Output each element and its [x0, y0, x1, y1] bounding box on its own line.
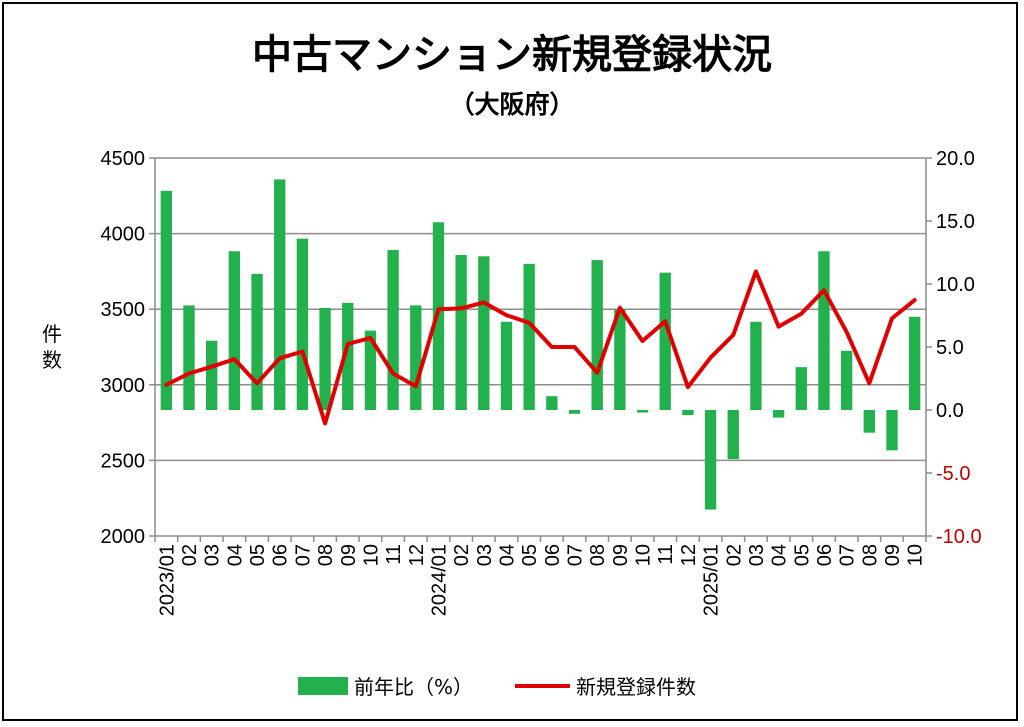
bar: [863, 410, 875, 433]
right-tick-label: 20.0: [936, 148, 975, 170]
bar: [614, 309, 626, 410]
chart-title: 中古マンション新規登録状況: [252, 32, 772, 78]
x-tick-label: 2023/01: [156, 544, 178, 616]
x-tick-label: 2025/01: [701, 544, 723, 616]
left-axis-label-char: 数: [42, 348, 62, 372]
x-tick-label: 06: [270, 544, 292, 566]
x-tick-label: 09: [882, 544, 904, 566]
x-tick-label: 10: [905, 544, 927, 566]
x-tick-label: 07: [292, 544, 314, 566]
right-axis-ticks: 20.0 15.0 10.0 5.0 0.0 -5.0 -10.0: [936, 148, 982, 548]
x-tick-label: 10: [633, 544, 655, 566]
bar: [908, 316, 921, 410]
x-tick-label: 11: [655, 544, 677, 565]
legend-bar-swatch: [298, 677, 348, 695]
bar: [840, 350, 853, 410]
x-tick-label: 09: [338, 544, 360, 566]
bar: [478, 256, 490, 410]
gridlines: [155, 157, 926, 462]
left-tick-label: 4000: [101, 224, 146, 246]
x-tick-label: 05: [791, 544, 813, 566]
bar: [886, 410, 898, 451]
bar: [455, 255, 467, 410]
axes: [149, 157, 932, 542]
x-tick-label: 03: [202, 544, 224, 566]
bar: [772, 410, 785, 418]
x-tick-label: 12: [406, 544, 428, 566]
legend-bar-label: 前年比（%）: [354, 675, 473, 699]
bar: [274, 179, 286, 410]
x-tick-label: 10: [360, 544, 382, 566]
x-tick-label: 08: [859, 544, 881, 566]
right-tick-label: 10.0: [936, 274, 975, 296]
left-tick-label: 2500: [101, 450, 146, 472]
chart-subtitle: （大阪府）: [449, 90, 574, 119]
bar: [206, 340, 218, 410]
x-tick-label: 11: [383, 544, 405, 565]
bar: [183, 305, 195, 410]
x-tick-label: 06: [814, 544, 836, 566]
bar: [160, 190, 173, 410]
left-axis-label-char: 件: [42, 322, 62, 346]
bar: [364, 330, 377, 410]
legend: 前年比（%） 新規登録件数: [298, 675, 696, 699]
bar: [727, 410, 739, 460]
x-tick-label: 08: [315, 544, 337, 566]
x-tick-label: 06: [542, 544, 564, 566]
x-tick-label: 2024/01: [428, 544, 450, 616]
bar: [636, 410, 649, 413]
x-tick-label: 07: [837, 544, 859, 566]
right-tick-label: -10.0: [936, 526, 982, 548]
x-tick-label: 09: [610, 544, 632, 566]
right-tick-label: 5.0: [936, 337, 964, 359]
series-line: [164, 269, 917, 426]
left-axis-ticks: 4500 4000 3500 3000 2500 2000: [101, 148, 146, 548]
x-tick-label: 05: [247, 544, 269, 566]
x-tick-label: 02: [179, 544, 201, 566]
left-tick-label: 4500: [101, 148, 146, 170]
x-tick-label: 04: [496, 544, 518, 566]
bar: [659, 272, 671, 410]
bar: [500, 321, 513, 410]
line-series: [164, 269, 917, 426]
bar: [682, 410, 694, 416]
x-tick-label: 03: [474, 544, 496, 566]
x-tick-label: 12: [678, 544, 700, 566]
x-axis-ticks: 2023/01 02 03 04 05 06 07 08 09 10 11 12 2024/01 02 03…: [156, 544, 926, 616]
bar: [818, 251, 830, 410]
left-tick-label: 3500: [101, 299, 146, 321]
bar: [750, 321, 762, 410]
x-tick-label: 04: [769, 544, 791, 566]
bar: [342, 302, 354, 410]
bar: [795, 367, 807, 410]
right-tick-label: -5.0: [936, 463, 970, 485]
bar: [296, 238, 309, 410]
bar: [410, 305, 422, 410]
bar: [546, 396, 558, 410]
bar: [704, 410, 717, 510]
bar: [591, 260, 603, 410]
right-tick-label: 15.0: [936, 211, 975, 233]
x-tick-label: 02: [723, 544, 745, 566]
bar: [228, 251, 241, 410]
bar: [523, 263, 535, 410]
right-tick-label: 0.0: [936, 400, 964, 422]
x-tick-label: 05: [519, 544, 541, 566]
left-tick-label: 3000: [101, 375, 146, 397]
x-tick-label: 04: [224, 544, 246, 566]
bar: [387, 249, 399, 410]
bar: [568, 410, 581, 414]
bar: [251, 273, 263, 410]
legend-line-label: 新規登録件数: [576, 675, 696, 699]
left-tick-label: 2000: [101, 526, 146, 548]
x-tick-label: 03: [746, 544, 768, 566]
left-axis-label: 件数: [42, 322, 62, 372]
x-tick-label: 07: [565, 544, 587, 566]
bar: [319, 307, 331, 410]
x-tick-label: 08: [587, 544, 609, 566]
x-tick-label: 02: [451, 544, 473, 566]
